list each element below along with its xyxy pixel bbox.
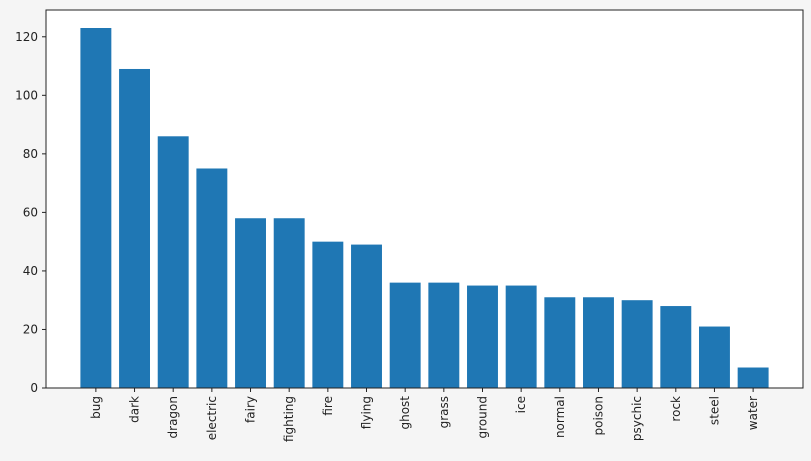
x-tick-label: dragon (166, 396, 180, 438)
x-tick-label: grass (437, 396, 451, 428)
y-tick-label: 80 (23, 147, 38, 161)
y-tick-label: 60 (23, 205, 38, 219)
x-tick-label: bug (89, 396, 103, 419)
bar (157, 136, 189, 388)
x-tick-label: fairy (244, 396, 258, 423)
x-tick-label: normal (553, 396, 567, 438)
y-tick-label: 40 (23, 264, 38, 278)
x-tick-label: poison (591, 396, 605, 436)
y-tick-label: 20 (23, 322, 38, 336)
x-tick-label: psychic (630, 396, 644, 441)
bar (312, 241, 344, 388)
x-tick-label: fire (321, 396, 335, 416)
bar (583, 297, 614, 388)
y-tick-label: 0 (30, 381, 38, 395)
bar (467, 285, 498, 388)
bar (698, 326, 730, 388)
bar (621, 300, 653, 388)
x-tick-label: steel (707, 396, 721, 425)
bar (235, 218, 266, 388)
y-tick-label: 100 (15, 88, 38, 102)
bar (660, 306, 692, 388)
x-tick-label: rock (669, 396, 683, 422)
x-tick-label: ground (475, 396, 489, 438)
x-tick-label: electric (205, 396, 219, 440)
x-tick-label: dark (128, 396, 142, 423)
x-tick-label: fighting (282, 396, 296, 442)
y-tick-label: 120 (15, 30, 38, 44)
bar (505, 285, 537, 388)
x-tick-label: flying (360, 396, 374, 429)
bar (351, 244, 382, 388)
x-tick-label: water (746, 396, 760, 430)
bar (389, 282, 421, 388)
bar (737, 367, 769, 388)
x-tick-label: ghost (398, 396, 412, 430)
bar (80, 28, 112, 388)
x-tick-label: ice (514, 396, 528, 413)
bar (428, 282, 460, 388)
bar (196, 168, 228, 388)
axes-frame (45, 9, 804, 389)
bar (273, 218, 305, 388)
bar (544, 297, 576, 388)
bar (119, 68, 151, 388)
